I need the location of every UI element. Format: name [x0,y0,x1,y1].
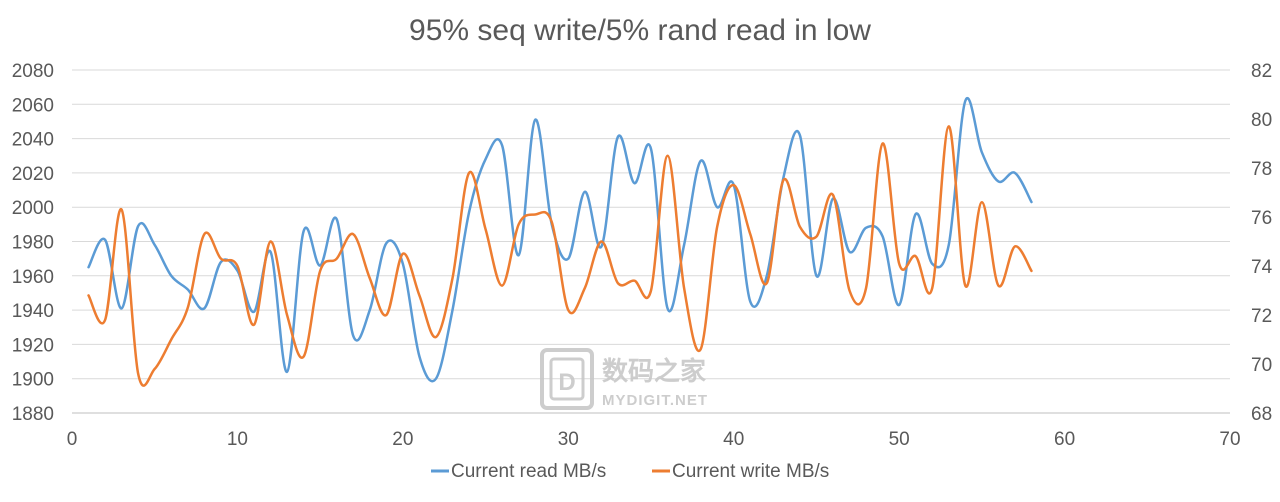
x-tick-label: 0 [67,429,78,450]
watermark-logo: D 数码之家 MYDIGIT.NET [540,348,708,410]
series-line-write [87,125,1033,387]
watermark-logo-inner [549,357,585,401]
y-right-tick-label: 80 [1251,110,1272,131]
y-right-tick-label: 72 [1251,306,1272,327]
legend-item-write: Current write MB/s [652,461,829,482]
legend-label: Current write MB/s [672,461,829,482]
gridlines [72,69,1230,380]
x-tick-label: 20 [392,429,413,450]
legend-item-read: Current read MB/s [431,461,606,482]
axes: 1880190019201940196019802000202020402060… [12,61,1273,450]
watermark-logo-letter: D [558,369,575,396]
y-left-tick-label: 1880 [12,404,54,425]
y-right-tick-label: 68 [1251,404,1272,425]
chart-title: 95% seq write/5% rand read in low [409,14,871,47]
y-left-tick-label: 2020 [12,164,54,185]
y-right-tick-label: 76 [1251,208,1272,229]
watermark-logo-box [540,348,594,410]
y-left-tick-label: 2060 [12,95,54,116]
y-right-tick-label: 74 [1251,257,1273,278]
x-tick-label: 60 [1054,429,1075,450]
x-tick-label: 10 [227,429,248,450]
y-right-tick-label: 82 [1251,61,1272,82]
y-left-tick-label: 2080 [12,61,54,82]
x-tick-label: 50 [889,429,910,450]
x-tick-label: 30 [558,429,579,450]
series-line-read [87,96,1033,383]
y-left-tick-label: 2000 [12,198,54,219]
legend: Current read MB/s Current write MB/s [431,461,829,482]
y-left-tick-label: 1920 [12,335,54,356]
y-left-tick-label: 1980 [12,233,54,254]
y-left-tick-label: 2040 [12,130,54,151]
y-right-tick-label: 78 [1251,159,1272,180]
y-left-tick-label: 1900 [12,370,54,391]
x-tick-label: 40 [723,429,744,450]
y-right-tick-label: 70 [1251,355,1272,376]
y-left-tick-label: 1940 [12,301,54,322]
x-tick-label: 70 [1219,429,1240,450]
watermark-cn-text: 数码之家 [602,356,706,386]
series-lines [87,96,1033,387]
y-left-tick-label: 1960 [12,267,54,288]
legend-label: Current read MB/s [451,461,606,482]
watermark-en-text: MYDIGIT.NET [602,392,708,409]
